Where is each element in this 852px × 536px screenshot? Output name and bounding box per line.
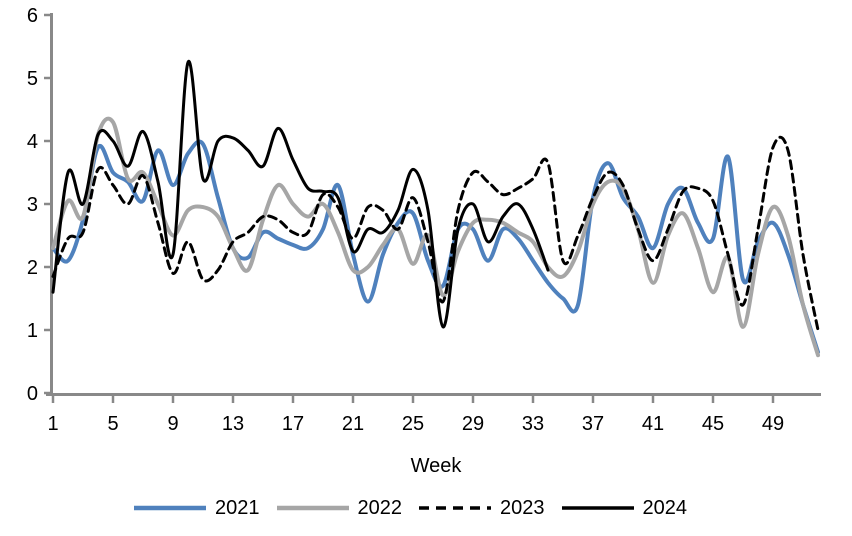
series-line-2021 bbox=[51, 139, 820, 355]
x-tick-label: 21 bbox=[342, 413, 364, 435]
x-tick-label: 29 bbox=[462, 413, 484, 435]
legend-item-2024: 2024 bbox=[561, 497, 688, 519]
x-tick-label: 13 bbox=[222, 413, 244, 435]
legend-label-2022: 2022 bbox=[357, 497, 403, 519]
legend-label-2021: 2021 bbox=[215, 497, 260, 519]
x-tick-label: 5 bbox=[107, 413, 118, 435]
legend-item-2021: 2021 bbox=[133, 498, 260, 518]
y-tick-label: 3 bbox=[27, 194, 38, 216]
legend-swatch-2023-dashed-line bbox=[419, 506, 491, 510]
legend-label-2024: 2024 bbox=[642, 497, 688, 519]
axis-ticks bbox=[44, 13, 775, 403]
legend-swatch-2022-line bbox=[276, 505, 349, 511]
y-tick-label: 2 bbox=[27, 257, 38, 279]
x-tick-label: 1 bbox=[47, 413, 58, 435]
x-tick-label: 41 bbox=[642, 413, 664, 435]
axes bbox=[46, 13, 821, 396]
series-lines bbox=[51, 60, 820, 358]
y-tick-label: 5 bbox=[27, 68, 38, 90]
y-tick-label: 6 bbox=[27, 5, 38, 27]
y-tick-label: 1 bbox=[27, 320, 38, 342]
y-tick-label: 0 bbox=[27, 383, 38, 405]
x-tick-label: 37 bbox=[582, 413, 604, 435]
legend-item-2022: 2022 bbox=[276, 497, 403, 519]
y-tick-label: 4 bbox=[27, 131, 38, 153]
x-tick-label: 9 bbox=[167, 413, 178, 435]
x-tick-label: 49 bbox=[762, 413, 784, 435]
x-tick-label: 25 bbox=[402, 413, 424, 435]
legend-swatch-2021-line bbox=[134, 505, 206, 511]
x-tick-label: 17 bbox=[282, 413, 304, 435]
legend: 2021 2022 2023 2024 bbox=[0, 492, 836, 524]
legend-label-2023: 2023 bbox=[500, 497, 545, 519]
legend-item-2023: 2023 bbox=[418, 498, 545, 518]
x-tick-label: 33 bbox=[522, 413, 544, 435]
x-axis-title: Week bbox=[411, 455, 463, 477]
series-line-2023 bbox=[51, 135, 820, 332]
x-tick-label: 45 bbox=[702, 413, 724, 435]
series-line-2024 bbox=[51, 60, 550, 329]
legend-swatch-2024-line bbox=[561, 506, 634, 510]
